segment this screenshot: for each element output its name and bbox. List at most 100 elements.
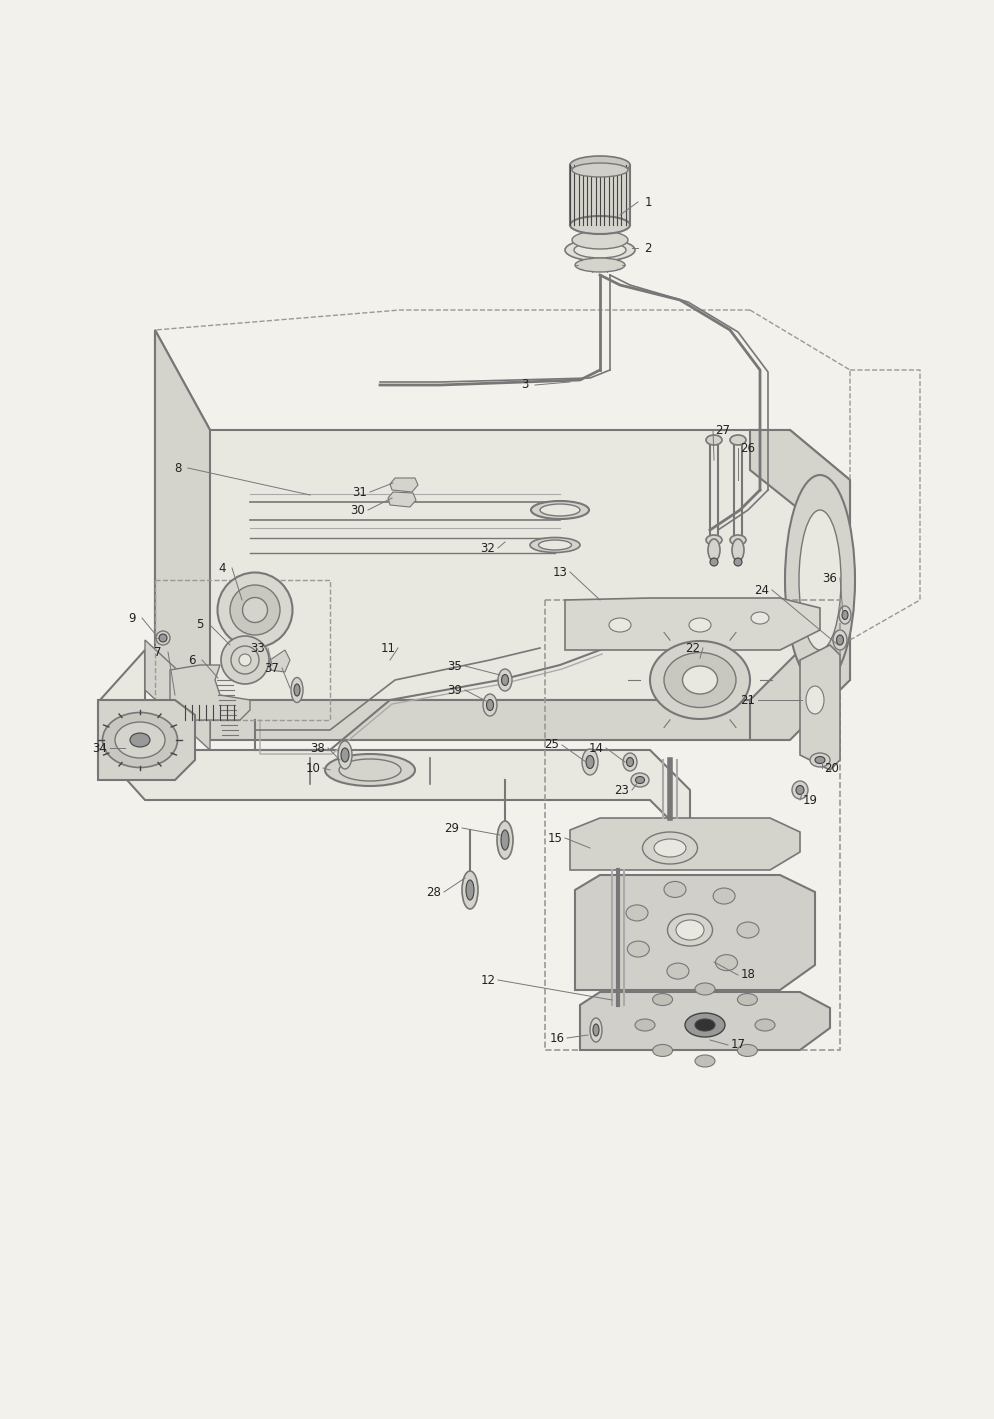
- Ellipse shape: [682, 666, 717, 694]
- Text: 8: 8: [174, 461, 182, 474]
- Ellipse shape: [574, 243, 625, 258]
- Ellipse shape: [293, 684, 300, 695]
- Ellipse shape: [798, 509, 840, 650]
- Ellipse shape: [565, 238, 634, 261]
- Ellipse shape: [666, 964, 688, 979]
- Text: 15: 15: [547, 832, 562, 844]
- Ellipse shape: [635, 776, 644, 783]
- Ellipse shape: [653, 839, 685, 857]
- Text: 11: 11: [380, 641, 395, 654]
- Text: 5: 5: [196, 619, 204, 631]
- Text: 34: 34: [92, 742, 107, 755]
- Text: 25: 25: [544, 738, 559, 752]
- Text: 10: 10: [305, 762, 320, 775]
- Ellipse shape: [730, 436, 746, 446]
- Ellipse shape: [675, 920, 704, 939]
- Text: 6: 6: [188, 654, 196, 667]
- Ellipse shape: [461, 871, 477, 910]
- Ellipse shape: [625, 905, 647, 921]
- Ellipse shape: [102, 712, 177, 768]
- Ellipse shape: [694, 1019, 715, 1032]
- Ellipse shape: [652, 993, 672, 1006]
- Ellipse shape: [737, 1044, 756, 1057]
- Ellipse shape: [732, 539, 744, 561]
- Ellipse shape: [805, 685, 823, 714]
- Ellipse shape: [791, 780, 807, 799]
- Text: 9: 9: [128, 612, 135, 624]
- Polygon shape: [155, 640, 849, 739]
- Ellipse shape: [501, 674, 508, 685]
- Ellipse shape: [570, 216, 629, 234]
- Ellipse shape: [221, 636, 268, 684]
- Ellipse shape: [498, 668, 512, 691]
- Text: 26: 26: [740, 441, 754, 454]
- Ellipse shape: [338, 741, 352, 769]
- Ellipse shape: [486, 700, 493, 711]
- Ellipse shape: [538, 541, 571, 551]
- Ellipse shape: [243, 597, 267, 623]
- Text: 12: 12: [480, 973, 495, 986]
- Polygon shape: [570, 817, 799, 870]
- Ellipse shape: [832, 630, 846, 650]
- Ellipse shape: [809, 753, 829, 768]
- Ellipse shape: [754, 1019, 774, 1032]
- Ellipse shape: [710, 558, 718, 566]
- Ellipse shape: [649, 641, 749, 719]
- Text: 33: 33: [250, 641, 265, 654]
- Ellipse shape: [572, 163, 627, 177]
- Ellipse shape: [734, 558, 742, 566]
- Ellipse shape: [652, 1044, 672, 1057]
- Ellipse shape: [530, 538, 580, 552]
- Text: 21: 21: [740, 694, 754, 707]
- Ellipse shape: [572, 231, 627, 248]
- Ellipse shape: [626, 941, 649, 956]
- Ellipse shape: [684, 1013, 725, 1037]
- Polygon shape: [749, 430, 849, 739]
- Text: 39: 39: [447, 684, 462, 697]
- Ellipse shape: [838, 606, 850, 624]
- Polygon shape: [388, 492, 415, 507]
- Bar: [155, 580, 330, 719]
- Text: 37: 37: [264, 661, 279, 674]
- Ellipse shape: [575, 258, 624, 272]
- Ellipse shape: [589, 1017, 601, 1042]
- Ellipse shape: [784, 475, 854, 685]
- Text: 38: 38: [310, 742, 325, 755]
- Text: 2: 2: [643, 241, 651, 254]
- Ellipse shape: [608, 619, 630, 631]
- Ellipse shape: [218, 572, 292, 647]
- Ellipse shape: [622, 753, 636, 771]
- Ellipse shape: [501, 830, 509, 850]
- Ellipse shape: [841, 610, 847, 620]
- Ellipse shape: [570, 156, 629, 175]
- Text: 19: 19: [802, 793, 817, 806]
- Ellipse shape: [585, 755, 593, 769]
- Ellipse shape: [663, 653, 736, 708]
- Ellipse shape: [836, 634, 843, 646]
- Polygon shape: [155, 331, 210, 739]
- Polygon shape: [580, 992, 829, 1050]
- Ellipse shape: [795, 786, 803, 795]
- Text: 30: 30: [350, 504, 365, 517]
- Polygon shape: [100, 650, 689, 840]
- Ellipse shape: [482, 694, 496, 717]
- Ellipse shape: [634, 1019, 654, 1032]
- Ellipse shape: [715, 955, 737, 971]
- Text: 32: 32: [480, 542, 495, 555]
- Text: 23: 23: [614, 783, 629, 796]
- Ellipse shape: [581, 749, 597, 775]
- Ellipse shape: [325, 753, 414, 786]
- Ellipse shape: [341, 748, 349, 762]
- Text: 1: 1: [643, 196, 651, 209]
- Ellipse shape: [231, 646, 258, 674]
- Ellipse shape: [159, 634, 167, 641]
- Ellipse shape: [156, 631, 170, 646]
- Ellipse shape: [239, 654, 250, 666]
- Text: 3: 3: [521, 379, 528, 392]
- Polygon shape: [269, 650, 289, 673]
- Text: 27: 27: [715, 423, 730, 437]
- Polygon shape: [799, 646, 839, 771]
- Text: 4: 4: [218, 562, 226, 575]
- Text: 35: 35: [447, 660, 462, 673]
- Ellipse shape: [496, 822, 513, 858]
